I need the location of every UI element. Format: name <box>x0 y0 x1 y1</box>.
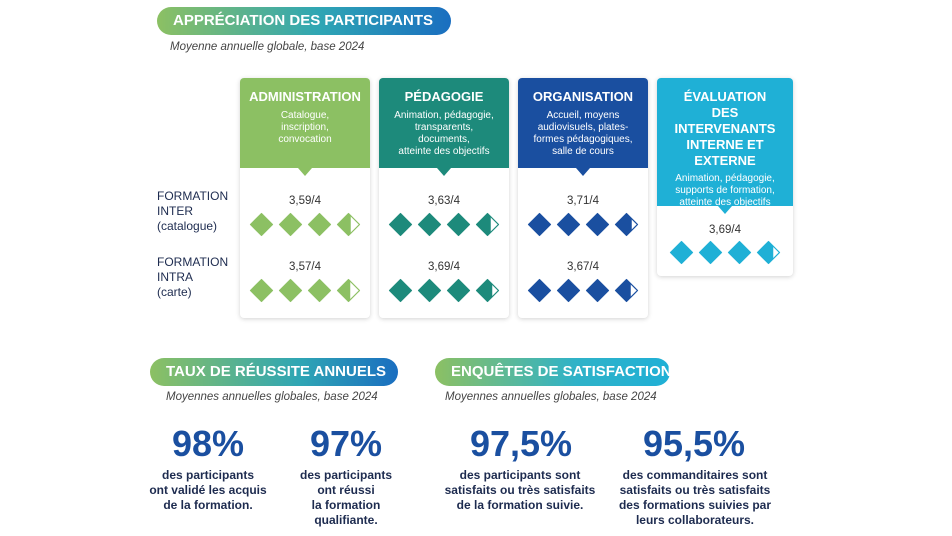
rating-diamond-icon <box>336 278 361 303</box>
appreciation-subtitle: Moyenne annuelle globale, base 2024 <box>170 41 365 53</box>
stat-text-satisfaction-participants: des participants sont satisfaits ou très… <box>444 468 596 512</box>
stat-value-satisfaction-commanditaires: 95,5% <box>642 423 746 464</box>
score-intra: 3,57/4 <box>289 261 321 273</box>
rating-diamond-icon <box>527 278 552 303</box>
rating-diamond-icon <box>446 212 471 237</box>
card-description: Animation, pédagogie, supports de format… <box>675 173 775 208</box>
rating-diamond-icon <box>417 278 442 303</box>
rating-diamond-icon <box>727 240 752 265</box>
score-intra: 3,69/4 <box>428 261 460 273</box>
rating-diamond-icon <box>585 212 610 237</box>
enquetes-subtitle: Moyennes annuelles globales, base 2024 <box>445 391 657 403</box>
card-pointer <box>718 206 732 214</box>
rating-diamond-icon <box>446 278 471 303</box>
rating-diamond-icon <box>556 278 581 303</box>
stat-value-satisfaction-participants: 97,5% <box>469 423 573 464</box>
taux-title: TAUX DE RÉUSSITE ANNUELS <box>150 358 398 386</box>
card-title: ORGANISATION <box>532 89 634 104</box>
rating-diamond-icon <box>278 212 303 237</box>
rating-diamond-icon <box>614 278 639 303</box>
card-evaluation-intervenants: ÉVALUATION DES INTERVENANTS INTERNE ET E… <box>657 78 793 276</box>
rating-diamonds-intervenants <box>657 240 793 265</box>
rating-diamond-icon <box>278 278 303 303</box>
card-description: Accueil, moyens audiovisuels, plates- fo… <box>533 110 633 157</box>
rating-diamond-icon <box>307 212 332 237</box>
rating-diamond-icon <box>249 278 274 303</box>
appreciation-title: APPRÉCIATION DES PARTICIPANTS <box>157 7 451 35</box>
score-inter: 3,59/4 <box>289 195 321 207</box>
score-intervenants: 3,69/4 <box>709 224 741 236</box>
rating-diamond-icon <box>388 212 413 237</box>
card-organisation: ORGANISATION Accueil, moyens audiovisuel… <box>518 78 648 318</box>
rating-diamond-icon <box>475 212 500 237</box>
card-pedagogie: PÉDAGOGIE Animation, pédagogie, transpar… <box>379 78 509 318</box>
rating-diamonds-inter <box>518 212 648 237</box>
rating-diamonds-intra <box>518 278 648 303</box>
rating-diamond-icon <box>417 212 442 237</box>
rating-diamond-icon <box>585 278 610 303</box>
card-pointer <box>437 168 451 176</box>
card-title: PÉDAGOGIE <box>404 89 484 104</box>
score-inter: 3,71/4 <box>567 195 599 207</box>
card-title: ADMINISTRATION <box>249 89 361 104</box>
score-intra: 3,67/4 <box>567 261 599 273</box>
stat-text-reussite-acquis: des participants ont validé les acquis d… <box>149 468 267 512</box>
rating-diamond-icon <box>698 240 723 265</box>
stat-text-satisfaction-commanditaires: des commanditaires sont satisfaits ou tr… <box>618 468 772 527</box>
stat-value-reussite-acquis: 98% <box>171 423 245 464</box>
rating-diamond-icon <box>556 212 581 237</box>
card-description: Animation, pédagogie, transparents, docu… <box>394 110 494 157</box>
card-header: ADMINISTRATION Catalogue, inscription, c… <box>240 78 370 176</box>
row-label-inter: FORMATION INTER (catalogue) <box>157 189 229 233</box>
rating-diamond-icon <box>249 212 274 237</box>
card-header: PÉDAGOGIE Animation, pédagogie, transpar… <box>379 78 509 176</box>
rating-diamond-icon <box>756 240 781 265</box>
rating-diamonds-intra <box>379 278 509 303</box>
stat-value-reussite-qualifiante: 97% <box>309 423 383 464</box>
score-inter: 3,63/4 <box>428 195 460 207</box>
card-title: ÉVALUATION DES INTERVENANTS INTERNE ET E… <box>674 89 776 168</box>
taux-subtitle: Moyennes annuelles globales, base 2024 <box>166 391 378 403</box>
rating-diamond-icon <box>669 240 694 265</box>
rating-diamond-icon <box>307 278 332 303</box>
card-header: ÉVALUATION DES INTERVENANTS INTERNE ET E… <box>657 78 793 214</box>
rating-diamond-icon <box>527 212 552 237</box>
card-pointer <box>576 168 590 176</box>
stat-text-reussite-qualifiante: des participants ont réussi la formation… <box>299 468 393 527</box>
card-pointer <box>298 168 312 176</box>
card-header: ORGANISATION Accueil, moyens audiovisuel… <box>518 78 648 176</box>
card-administration: ADMINISTRATION Catalogue, inscription, c… <box>240 78 370 318</box>
rating-diamond-icon <box>388 278 413 303</box>
card-description: Catalogue, inscription, convocation <box>278 110 332 145</box>
rating-diamonds-inter <box>240 212 370 237</box>
rating-diamond-icon <box>614 212 639 237</box>
rating-diamond-icon <box>336 212 361 237</box>
rating-diamonds-intra <box>240 278 370 303</box>
rating-diamonds-inter <box>379 212 509 237</box>
rating-diamond-icon <box>475 278 500 303</box>
row-label-intra: FORMATION INTRA (carte) <box>157 255 229 299</box>
enquetes-title: ENQUÊTES DE SATISFACTION <box>435 358 672 386</box>
